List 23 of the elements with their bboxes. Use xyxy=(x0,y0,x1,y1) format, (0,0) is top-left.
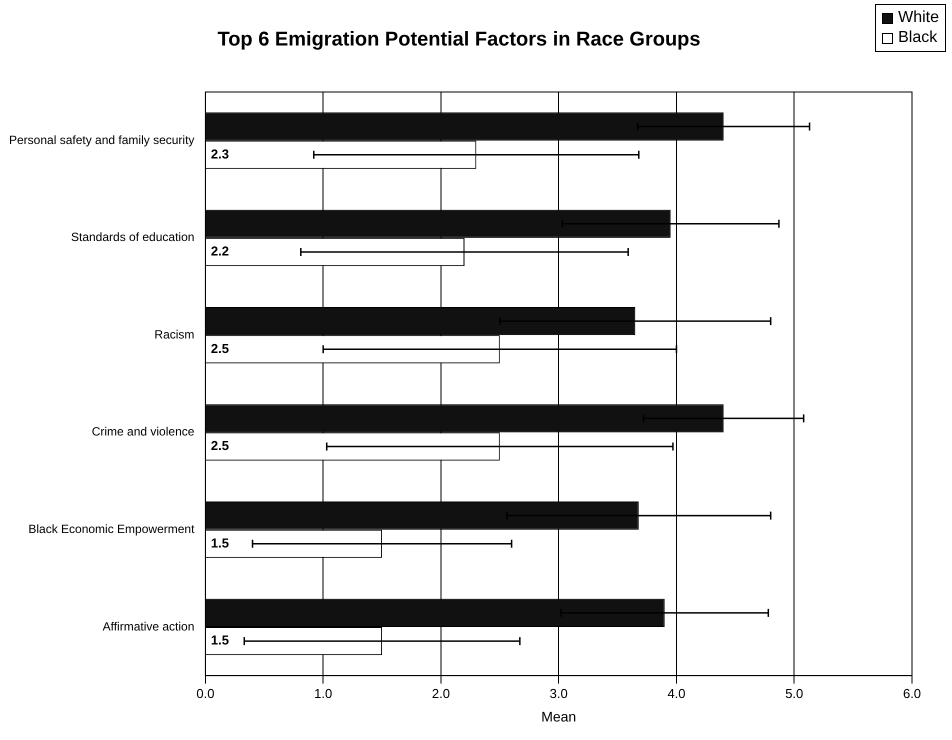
data-label: 1.5 xyxy=(210,632,229,648)
data-label: 2.3 xyxy=(210,146,229,162)
y-tick-label: Racism xyxy=(154,327,194,342)
y-tick-label: Black Economic Empowerment xyxy=(28,522,196,536)
x-tick-label: 6.0 xyxy=(902,686,922,701)
data-label: 2.5 xyxy=(210,340,229,356)
y-tick-label: Personal safety and family security xyxy=(8,132,194,147)
legend-label: White xyxy=(898,8,939,28)
y-tick-label: Affirmative action xyxy=(102,619,194,634)
y-tick-label: Standards of education xyxy=(70,230,194,244)
x-axis-title: Mean xyxy=(541,708,576,724)
x-tick-label: 2.0 xyxy=(432,686,450,701)
x-tick-label: 5.0 xyxy=(785,686,804,701)
x-tick-label: 0.0 xyxy=(196,686,214,701)
x-tick-label: 4.0 xyxy=(667,686,686,701)
x-tick-label: 1.0 xyxy=(314,686,332,701)
data-label: 1.5 xyxy=(210,535,229,550)
data-label: 2.5 xyxy=(210,438,229,454)
data-label: 2.2 xyxy=(210,244,229,259)
y-tick-label: Crime and violence xyxy=(92,424,195,439)
x-tick-label: 3.0 xyxy=(550,686,568,701)
chart-title: Top 6 Emigration Potential Factors in Race Groups xyxy=(217,28,701,51)
text: Black xyxy=(898,28,938,48)
